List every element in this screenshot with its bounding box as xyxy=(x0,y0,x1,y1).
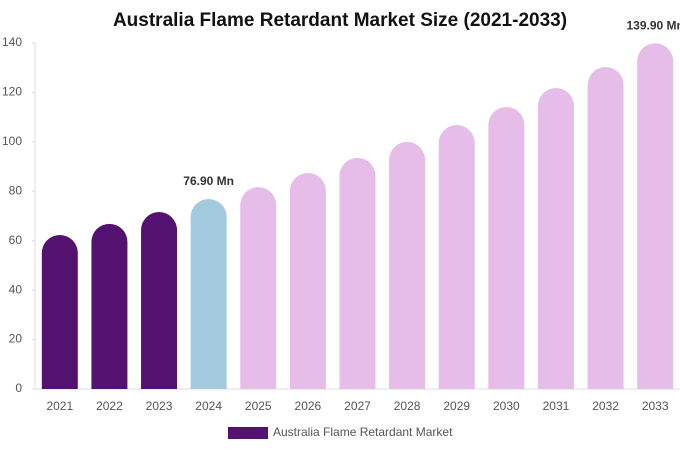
bar xyxy=(339,157,376,389)
x-tick-label: 2025 xyxy=(245,399,272,413)
y-tick-label: 20 xyxy=(9,332,23,346)
bar xyxy=(240,187,277,389)
y-tick-label: 40 xyxy=(9,282,23,296)
bar xyxy=(91,223,128,389)
x-tick-label: 2027 xyxy=(344,399,371,413)
bar xyxy=(587,66,624,390)
x-tick-label: 2024 xyxy=(195,399,222,413)
bar xyxy=(289,172,326,389)
x-tick-label: 2022 xyxy=(96,399,123,413)
legend-swatch xyxy=(228,427,268,439)
x-tick-label: 2032 xyxy=(592,399,619,413)
x-tick-label: 2033 xyxy=(642,399,669,413)
y-tick-label: 0 xyxy=(15,381,22,395)
bar xyxy=(190,198,227,389)
x-tick-label: 2028 xyxy=(394,399,421,413)
bar xyxy=(438,125,475,389)
y-tick-label: 80 xyxy=(9,183,23,197)
x-tick-label: 2023 xyxy=(146,399,173,413)
y-tick-label: 100 xyxy=(2,134,22,148)
y-tick-label: 140 xyxy=(2,35,22,49)
bar xyxy=(488,107,525,390)
bar xyxy=(41,235,78,389)
x-tick-label: 2029 xyxy=(443,399,470,413)
bar xyxy=(389,141,426,389)
x-tick-label: 2026 xyxy=(295,399,322,413)
x-tick-label: 2031 xyxy=(543,399,570,413)
bar xyxy=(141,212,178,389)
x-tick-label: 2021 xyxy=(46,399,73,413)
legend-label: Australia Flame Retardant Market xyxy=(273,425,453,439)
chart-title: Australia Flame Retardant Market Size (2… xyxy=(113,10,567,31)
data-label: 139.90 Mn xyxy=(627,18,680,32)
bar xyxy=(537,87,574,389)
bar xyxy=(637,43,674,390)
y-tick-label: 60 xyxy=(9,233,23,247)
x-tick-label: 2030 xyxy=(493,399,520,413)
data-label: 76.90 Mn xyxy=(183,174,234,188)
y-tick-label: 120 xyxy=(2,85,22,99)
